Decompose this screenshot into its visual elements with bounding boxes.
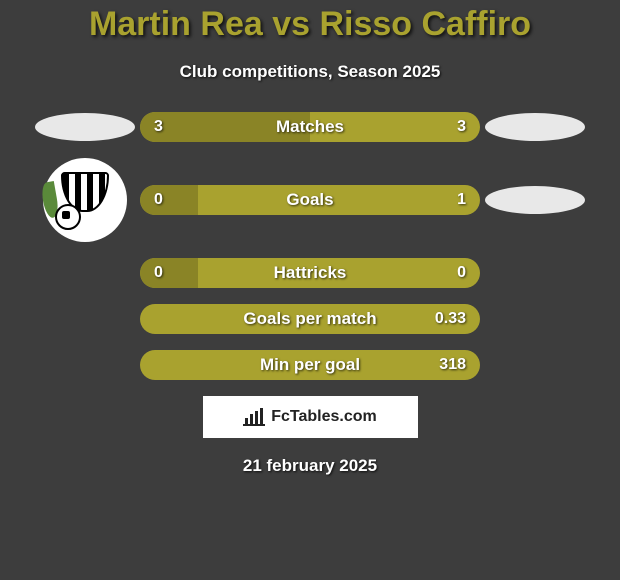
chart-icon: [243, 408, 265, 426]
stat-label: Matches: [140, 117, 480, 137]
ellipse-icon: [485, 113, 585, 141]
stat-right-value: 3: [457, 118, 466, 136]
right-logo-mid: [480, 186, 590, 214]
stat-label: Goals: [140, 190, 480, 210]
stat-row-gpm: Goals per match 0.33: [0, 304, 620, 334]
ellipse-icon: [485, 186, 585, 214]
left-logo-shield: [30, 158, 140, 242]
stat-row-matches: 3 Matches 3: [0, 112, 620, 142]
stat-bar: 0 Goals 1: [140, 185, 480, 215]
infographic-container: Martin Rea vs Risso Caffiro Club competi…: [0, 0, 620, 476]
stat-right-value: 0.33: [435, 310, 466, 328]
stat-right-value: 318: [439, 356, 466, 374]
stat-bar: 3 Matches 3: [140, 112, 480, 142]
stat-label: Min per goal: [140, 355, 480, 375]
ellipse-icon: [35, 113, 135, 141]
subtitle: Club competitions, Season 2025: [0, 62, 620, 82]
stat-row-hattricks: 0 Hattricks 0: [0, 258, 620, 288]
shield-icon: [43, 158, 127, 242]
stat-bar: 0 Hattricks 0: [140, 258, 480, 288]
stat-row-goals: 0 Goals 1: [0, 158, 620, 242]
stat-label: Goals per match: [140, 309, 480, 329]
stats-block: 3 Matches 3: [0, 112, 620, 380]
stat-right-value: 0: [457, 264, 466, 282]
left-logo-top: [30, 113, 140, 141]
brand-label: FcTables.com: [271, 408, 377, 426]
page-title: Martin Rea vs Risso Caffiro: [0, 5, 620, 44]
brand-box: FcTables.com: [203, 396, 418, 438]
stat-right-value: 1: [457, 191, 466, 209]
right-logo-top: [480, 113, 590, 141]
stat-label: Hattricks: [140, 263, 480, 283]
date-label: 21 february 2025: [0, 456, 620, 476]
stat-bar: Min per goal 318: [140, 350, 480, 380]
stat-bar: Goals per match 0.33: [140, 304, 480, 334]
stat-row-mpg: Min per goal 318: [0, 350, 620, 380]
